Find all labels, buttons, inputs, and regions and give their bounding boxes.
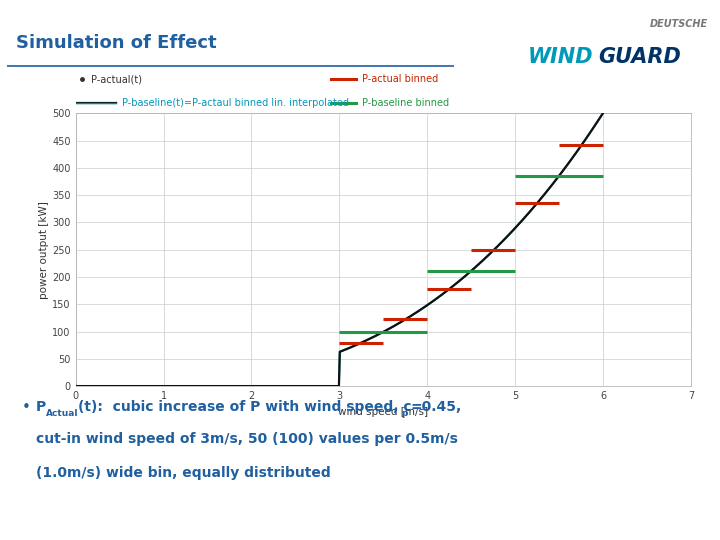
Text: (1.0m/s) wide bin, equally distributed: (1.0m/s) wide bin, equally distributed	[36, 466, 330, 480]
Text: GUARD: GUARD	[598, 46, 681, 67]
Text: P-actual binned: P-actual binned	[362, 74, 438, 84]
Text: www.windguard.de: www.windguard.de	[358, 516, 477, 529]
X-axis label: wind speed [m/s]: wind speed [m/s]	[338, 407, 428, 416]
Text: p: p	[401, 409, 408, 418]
Text: P-baseline binned: P-baseline binned	[362, 98, 449, 109]
Y-axis label: power output [kW]: power output [kW]	[40, 201, 50, 299]
Text: P: P	[36, 400, 46, 414]
Text: DEUTSCHE: DEUTSCHE	[649, 19, 708, 29]
Text: •: •	[22, 400, 30, 415]
Text: P-actual(t): P-actual(t)	[91, 74, 142, 84]
Text: (t):  cubic increase of P with wind speed, c: (t): cubic increase of P with wind speed…	[78, 400, 411, 414]
Text: =0.45,: =0.45,	[410, 400, 462, 414]
Text: 4: 4	[694, 516, 703, 529]
Text: Actual: Actual	[46, 409, 78, 418]
Text: Simulation of Effect: Simulation of Effect	[16, 34, 217, 52]
Text: P-baseline(t)=P-actaul binned lin. interpolated: P-baseline(t)=P-actaul binned lin. inter…	[122, 98, 348, 109]
Text: cut-in wind speed of 3m/s, 50 (100) values per 0.5m/s: cut-in wind speed of 3m/s, 50 (100) valu…	[36, 432, 458, 446]
Text: WIND: WIND	[527, 46, 593, 67]
